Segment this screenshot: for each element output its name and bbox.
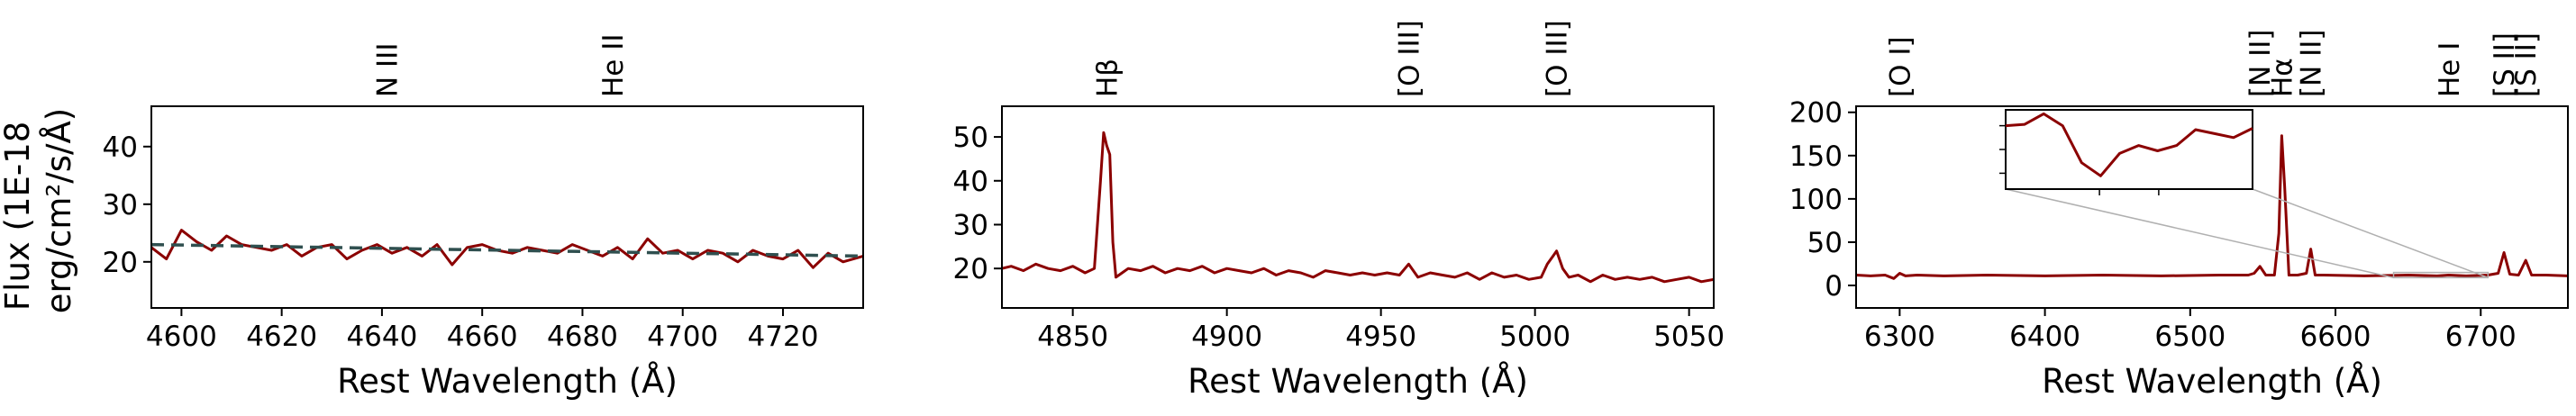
emission-line-label: [O III] [1393,20,1425,97]
inset-connector-right [2252,188,2489,279]
plot-frame [1855,105,2569,309]
y-tick-label: 150 [1789,140,1843,173]
x-tick-label: 4600 [146,321,217,353]
y-axis-label-line-1: Flux (1E-18 [0,122,37,311]
emission-line-label: [N II] [2296,29,2328,97]
emission-line-label: [S II] [2510,32,2543,97]
x-tick-label: 4850 [1037,321,1108,353]
x-tick-label: 4950 [1345,321,1416,353]
y-tick-label: 20 [103,247,138,279]
x-tick-label: 4620 [246,321,317,353]
inset-spectrum-line [2005,112,2253,177]
x-tick-label: 4640 [346,321,417,353]
x-tick-label: 4680 [547,321,618,353]
emission-line-label: [O I] [1884,36,1916,97]
y-tick-label: 20 [953,253,988,285]
panel-hbeta-oiii: 4850 4900 4950 5000 5050 20 30 40 50 Rest Wavelen… [953,20,1725,401]
panel-nIII-heII: 4600 4620 4640 4660 4680 4700 4720 20 30 40 Rest W… [103,33,864,401]
y-tick-label: 50 [953,122,988,154]
x-tick-label: 4700 [647,321,718,353]
inset-connector-left [2005,188,2394,279]
x-tick-label: 5000 [1499,321,1570,353]
spectrum-line [1002,131,1714,284]
emission-line-label: Hβ [1091,59,1124,97]
spectrum-line [151,229,863,269]
emission-line-label: N III [372,43,405,97]
x-tick-label: 6700 [2445,321,2517,353]
x-tick-label: 5050 [1653,321,1725,353]
x-axis-label: Rest Wavelength (Å) [1188,361,1528,401]
plot-frame [1001,105,1715,309]
x-tick-label: 6600 [2300,321,2371,353]
y-tick-label: 0 [1825,270,1843,303]
emission-line-label: [O III] [1542,20,1574,97]
spectrum-line [1856,134,2568,280]
x-tick-label: 4720 [748,321,819,353]
x-tick-label: 6500 [2154,321,2226,353]
y-axis-label-line-2: erg/cm²/s/Å) [39,108,78,313]
y-axis-label: Flux (1E-18 erg/cm²/s/Å) [0,108,78,313]
inset-zoom-region [2392,271,2490,279]
x-axis-label: Rest Wavelength (Å) [2042,361,2382,401]
x-tick-label: 4900 [1191,321,1262,353]
y-tick-label: 30 [103,189,138,222]
x-tick-label: 6400 [2009,321,2080,353]
plot-frame [150,105,864,309]
y-tick-label: 50 [1807,227,1843,259]
x-tick-label: 6300 [1864,321,1935,353]
x-axis-label: Rest Wavelength (Å) [337,361,678,401]
emission-line-label: He II [597,33,630,97]
emission-line-label: [S II] [2489,32,2521,97]
y-tick-label: 200 [1789,97,1843,130]
x-tick-label: 4660 [447,321,518,353]
y-tick-label: 30 [953,209,988,241]
panel-halpha-nii-sii: 6300 6400 6500 6600 6700 0 50 100 150 200 Rest Wav… [1789,29,2569,401]
emission-line-label: [N II] [2244,29,2277,97]
emission-line-label: He I [2434,42,2466,97]
y-tick-label: 100 [1789,184,1843,216]
emission-line-label: Hα [2266,58,2298,97]
y-tick-label: 40 [953,166,988,198]
y-tick-label: 40 [103,131,138,164]
